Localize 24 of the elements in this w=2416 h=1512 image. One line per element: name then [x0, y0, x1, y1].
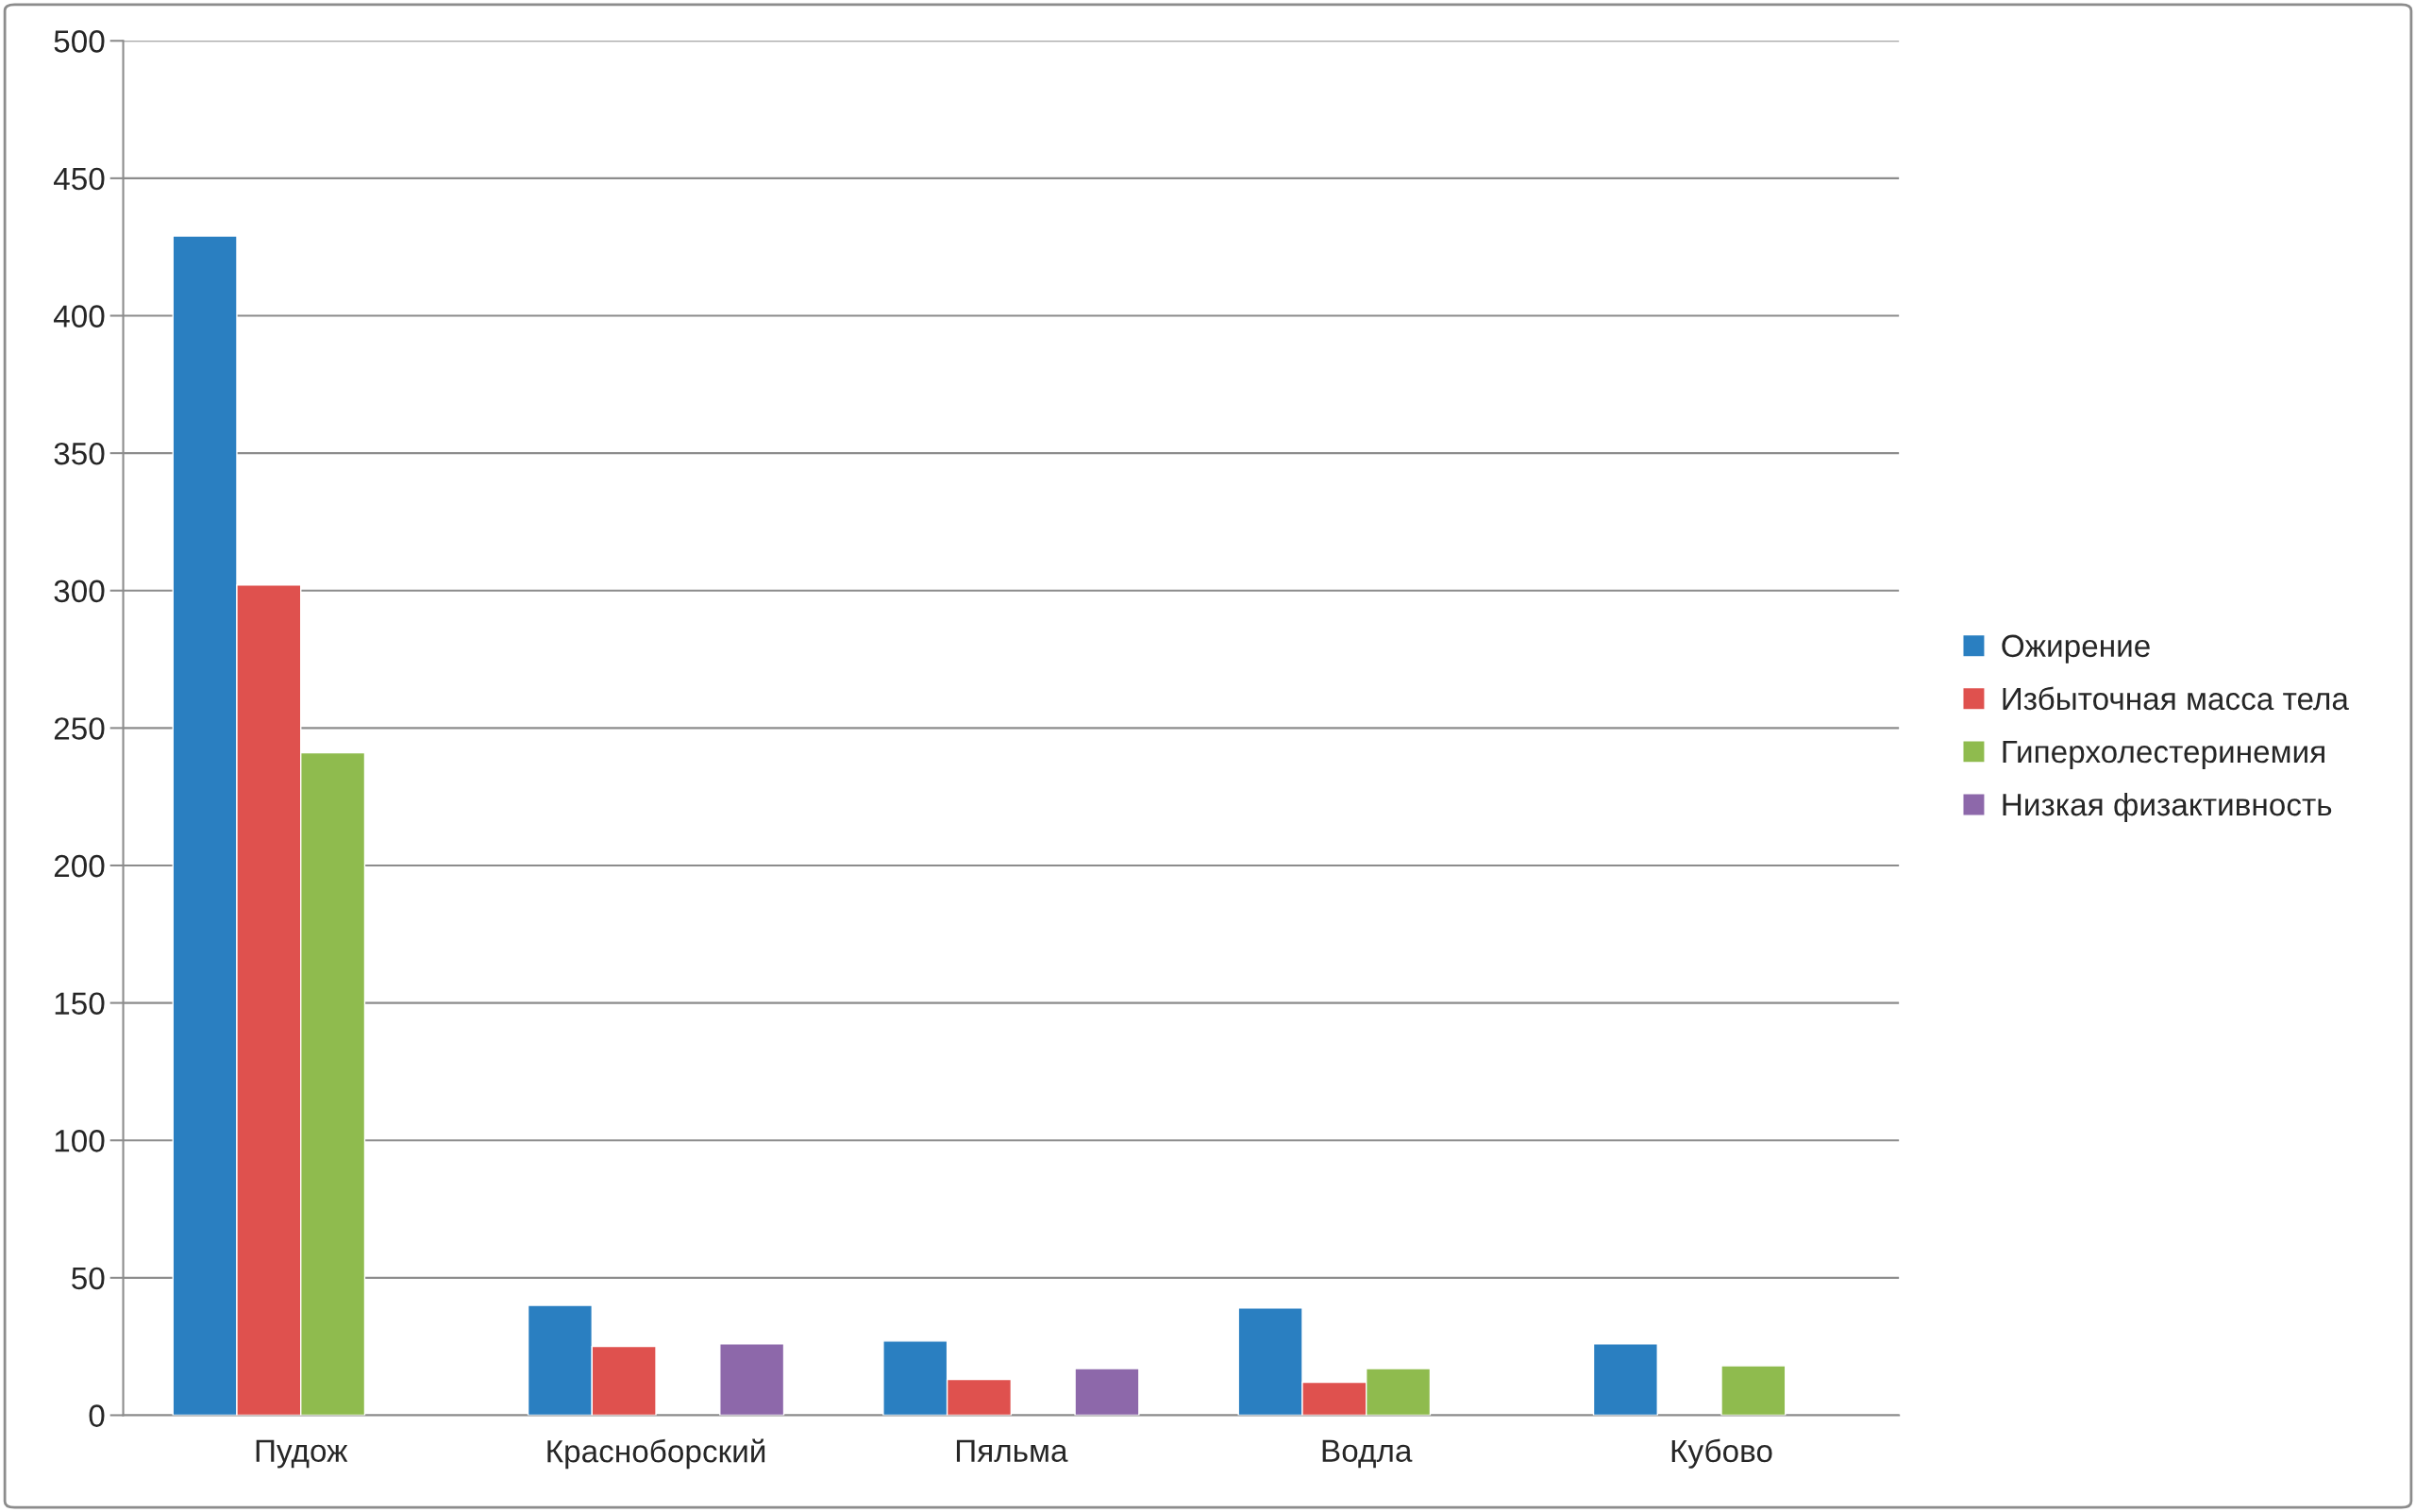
y-tick-label: 0 [89, 1404, 105, 1427]
bar [1074, 1368, 1140, 1416]
y-tick-label: 400 [53, 305, 105, 328]
bar [1592, 1343, 1658, 1416]
y-tick-label: 300 [54, 580, 105, 603]
x-tick-label: Пудож [256, 1439, 348, 1469]
y-tick-label: 200 [54, 854, 105, 878]
y-tick-label: 100 [55, 1130, 105, 1152]
bar [1720, 1365, 1787, 1416]
y-tick-label: 450 [53, 167, 105, 191]
y-tick-label: 250 [54, 717, 105, 740]
y-tick-label: 500 [54, 30, 105, 53]
x-tick-label: Водла [1322, 1439, 1413, 1469]
x-tick-label: Кубово [1671, 1438, 1772, 1469]
legend-label: Ожирение [2002, 634, 2150, 664]
x-tick-label: Пяльма [956, 1439, 1068, 1462]
y-tick-label: 150 [55, 992, 105, 1016]
y-tick-label: 350 [54, 442, 105, 465]
legend-label: Низкая физактивность [2003, 792, 2332, 823]
legend-label: Избыточная масса тела [2003, 686, 2349, 711]
y-tick-label: 50 [72, 1267, 105, 1290]
bar [719, 1343, 785, 1416]
legend-label: Гиперхолестеринемия [2003, 741, 2324, 769]
x-tick-label: Красноборский [547, 1438, 765, 1470]
